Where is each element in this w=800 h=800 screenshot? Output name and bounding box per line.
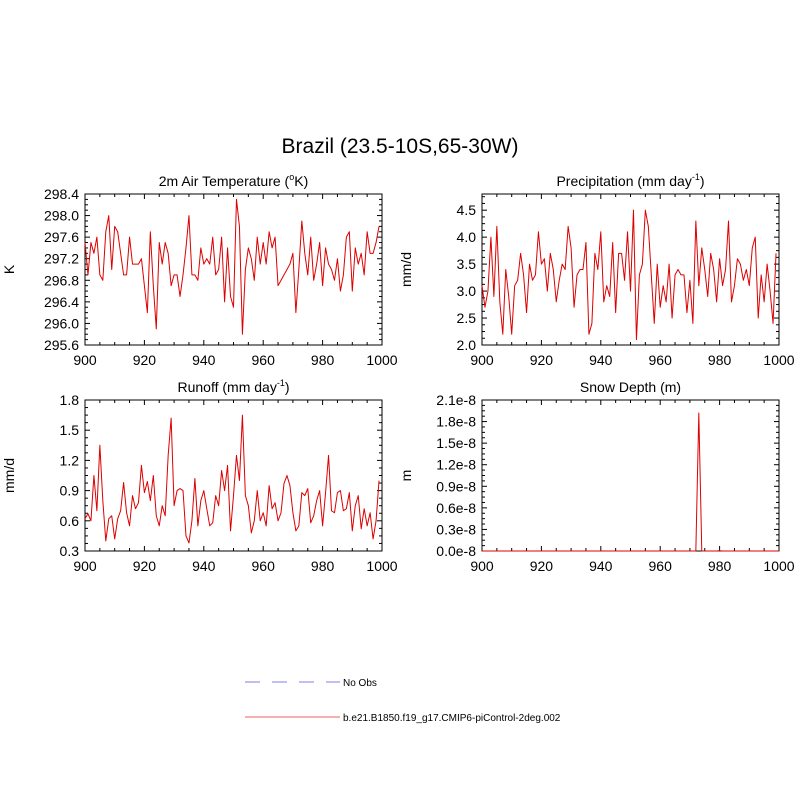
y-tick-label: 1.5e-8	[436, 435, 476, 451]
y-tick-label: 4.0	[457, 229, 477, 245]
y-tick-label: 296.8	[44, 272, 79, 288]
x-tick-label: 960	[252, 352, 276, 368]
x-tick-label: 1000	[366, 558, 397, 574]
panel-snow-depth: Snow Depth (m) m 900 920 940 960 980 1000 0.0e-8…	[398, 379, 795, 574]
y-tick-label: 0.6e-8	[436, 500, 476, 516]
y-axis-label: mm/d	[1, 458, 17, 493]
x-tick-label: 960	[649, 558, 673, 574]
panel-temperature: 2m Air Temperature (oK) K 900 920 940 960 980 1…	[1, 172, 398, 368]
y-tick-label: 298.0	[44, 208, 79, 224]
legend-label-model: b.e21.B1850.f19_g17.CMIP6-piControl-2deg…	[343, 713, 561, 724]
panel-title-part: 2m Air Temperature (	[159, 173, 290, 189]
panel-title: Precipitation (mm day-1)	[556, 172, 704, 189]
x-tick-label: 920	[133, 352, 157, 368]
panel-precipitation: Precipitation (mm day-1) mm/d 900 920 940 960…	[398, 172, 795, 368]
panel-title-part: K)	[294, 173, 308, 189]
y-tick-label: 0.0e-8	[436, 543, 476, 559]
panels: 2m Air Temperature (oK) K 900 920 940 960 980 1…	[1, 172, 795, 574]
y-tick-label: 0.9	[60, 483, 80, 499]
x-tick-label: 900	[470, 352, 494, 368]
series-line	[84, 414, 380, 544]
panel-title: 2m Air Temperature (oK)	[159, 172, 308, 189]
x-tick-label: 1000	[366, 352, 397, 368]
x-tick-label: 920	[530, 352, 554, 368]
panel-title-part: )	[285, 379, 290, 395]
y-tick-label: 1.8e-8	[436, 414, 476, 430]
panel-title-part: Precipitation (mm day	[556, 173, 691, 189]
x-tick-label: 940	[192, 558, 216, 574]
x-tick-label: 920	[530, 558, 554, 574]
x-tick-label: 900	[73, 352, 97, 368]
y-tick-label: 1.8	[60, 392, 80, 408]
x-tick-label: 940	[589, 558, 613, 574]
panel-title: Runoff (mm day-1)	[177, 378, 289, 395]
y-tick-label: 298.4	[44, 186, 79, 202]
y-tick-label: 2.1e-8	[436, 392, 476, 408]
y-tick-label: 2.0	[457, 337, 477, 353]
x-tick-label: 1000	[763, 558, 794, 574]
y-tick-label: 0.9e-8	[436, 478, 476, 494]
y-tick-label: 2.5	[457, 310, 477, 326]
panel-title-part: Runoff (mm day	[177, 379, 276, 395]
y-tick-label: 0.3	[60, 543, 80, 559]
x-tick-label: 940	[589, 352, 613, 368]
y-axis-label: m	[398, 470, 414, 482]
x-tick-label: 1000	[763, 352, 794, 368]
panel-title: Snow Depth (m)	[580, 379, 681, 395]
x-tick-label: 920	[133, 558, 157, 574]
panel-title-superscript: -1	[277, 378, 285, 388]
y-tick-label: 3.5	[457, 256, 477, 272]
y-tick-label: 295.6	[44, 337, 79, 353]
x-tick-label: 980	[708, 352, 732, 368]
figure-title: Brazil (23.5-10S,65-30W)	[282, 135, 519, 158]
x-tick-label: 960	[252, 558, 276, 574]
panel-title-part: Snow Depth (m)	[580, 379, 681, 395]
y-tick-label: 3.0	[457, 283, 477, 299]
legend: No Obs b.e21.B1850.f19_g17.CMIP6-piContr…	[245, 678, 561, 724]
y-tick-label: 297.2	[44, 251, 79, 267]
y-axis-label: K	[1, 264, 17, 274]
y-tick-label: 0.6	[60, 513, 80, 529]
x-tick-label: 960	[649, 352, 673, 368]
y-tick-label: 1.2	[60, 452, 80, 468]
series-line	[481, 209, 777, 341]
x-tick-label: 980	[708, 558, 732, 574]
panel-title-part: )	[700, 173, 705, 189]
y-tick-label: 1.5	[60, 422, 80, 438]
x-tick-label: 980	[311, 352, 335, 368]
x-tick-label: 900	[73, 558, 97, 574]
legend-label-no-obs: No Obs	[343, 678, 377, 689]
y-tick-label: 4.5	[457, 202, 477, 218]
y-axis-label: mm/d	[398, 252, 414, 287]
series-line	[84, 198, 380, 335]
y-tick-label: 297.6	[44, 229, 79, 245]
y-tick-label: 296.4	[44, 294, 79, 310]
y-tick-label: 296.0	[44, 315, 79, 331]
x-tick-label: 980	[311, 558, 335, 574]
series-line	[482, 412, 779, 552]
panel-runoff: Runoff (mm day-1) mm/d 900 920 940 960 980 1000…	[1, 378, 398, 574]
y-tick-label: 0.3e-8	[436, 521, 476, 537]
x-tick-label: 940	[192, 352, 216, 368]
y-tick-label: 1.2e-8	[436, 457, 476, 473]
panel-title-superscript: -1	[692, 172, 700, 182]
x-tick-label: 900	[470, 558, 494, 574]
panel-title-superscript: o	[289, 172, 294, 182]
